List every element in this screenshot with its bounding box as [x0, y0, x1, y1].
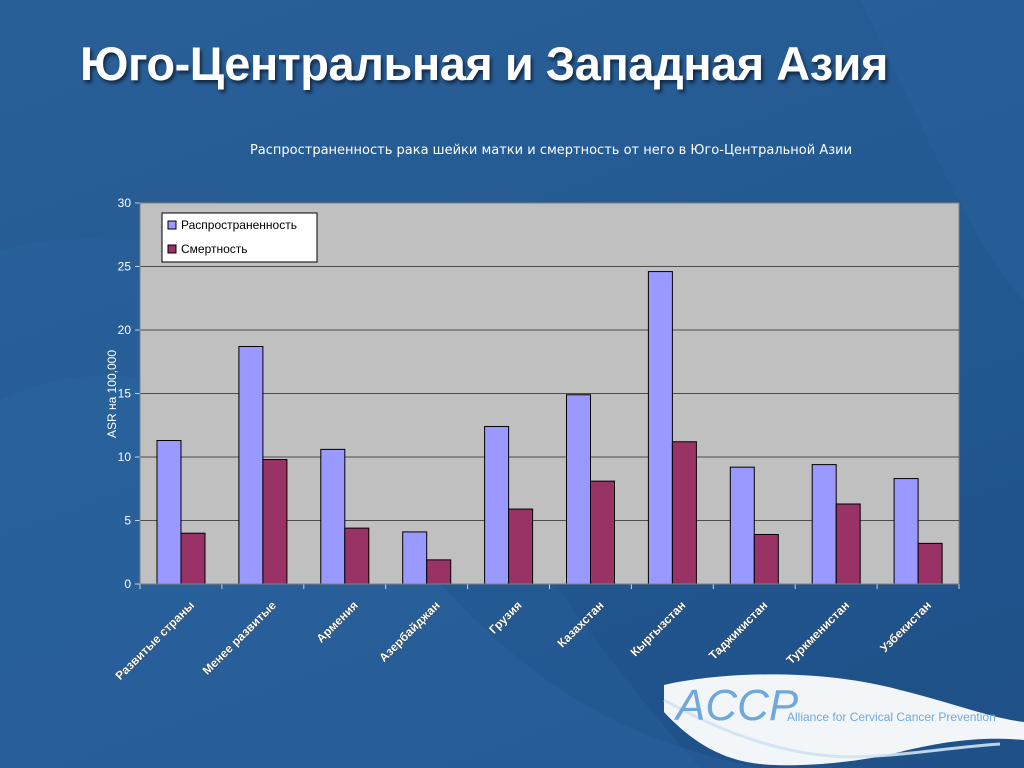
- bar-incidence: [729, 466, 755, 585]
- bar-incidence: [402, 531, 428, 585]
- bar-incidence: [566, 394, 591, 585]
- bar-incidence: [156, 439, 182, 585]
- y-axis-title: ASR на 100,000: [105, 350, 119, 438]
- bar-incidence: [238, 346, 264, 585]
- bar-incidence: [647, 271, 673, 585]
- y-tick-label: 5: [124, 514, 131, 528]
- y-tick-label: 20: [118, 323, 132, 337]
- x-tick-label: Узбекистан: [877, 598, 934, 655]
- bar-mortality: [671, 441, 697, 585]
- y-tick-label: 10: [118, 450, 132, 464]
- bar-incidence: [484, 426, 510, 585]
- bar-incidence: [893, 478, 919, 585]
- bar-incidence: [811, 464, 837, 585]
- bar-mortality: [590, 480, 615, 585]
- x-tick-label: Армения: [313, 598, 360, 645]
- legend: [161, 212, 318, 263]
- legend-label: Смертность: [181, 242, 248, 256]
- y-tick-label: 25: [118, 260, 132, 274]
- x-tick-label: Азербайджан: [376, 598, 443, 665]
- bar-mortality: [426, 559, 452, 585]
- x-tick-label: Грузия: [486, 598, 524, 636]
- x-tick-label: Казахстан: [555, 598, 607, 650]
- x-tick-label: Развитые страны: [113, 598, 198, 683]
- y-tick-label: 15: [118, 387, 132, 401]
- slide-title: Юго-Центральная и Западная Азия: [80, 37, 888, 90]
- x-tick-label: Менее развитые: [200, 598, 280, 678]
- chart-title: Распространенность рака шейки матки и см…: [249, 143, 853, 158]
- bar-mortality: [835, 503, 861, 585]
- y-tick-label: 30: [118, 196, 132, 210]
- x-tick-label: Кыргызстан: [627, 598, 688, 659]
- legend-swatch: [167, 220, 177, 230]
- y-tick-label: 0: [124, 577, 131, 591]
- bar-mortality: [508, 508, 534, 585]
- legend-swatch: [167, 244, 177, 254]
- bar-mortality: [344, 527, 370, 585]
- bar-mortality: [180, 532, 206, 585]
- bar-mortality: [262, 459, 288, 585]
- bar-incidence: [320, 448, 346, 585]
- x-tick-label: Туркменистан: [783, 598, 852, 667]
- bar-mortality: [917, 542, 943, 585]
- bar-mortality: [753, 533, 779, 585]
- legend-label: Распространенность: [181, 218, 297, 232]
- x-tick-label: Таджикистан: [706, 598, 770, 662]
